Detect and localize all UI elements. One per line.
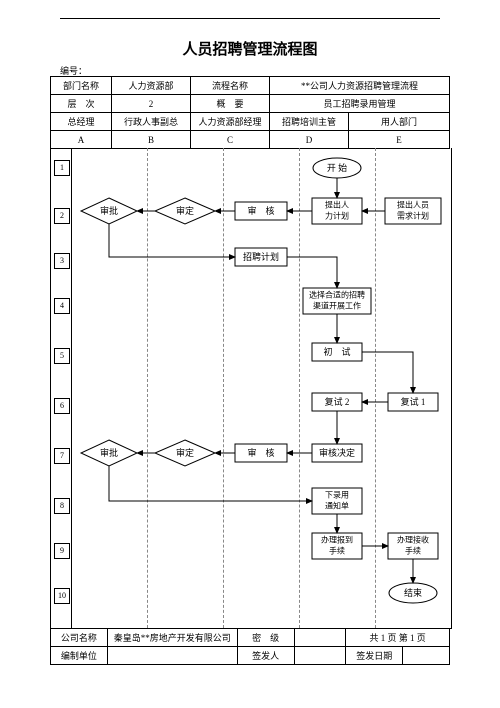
svg-text:审定: 审定 xyxy=(176,447,194,458)
page: 人员招聘管理流程图 编号： 部门名称 人力资源部 流程名称 **公司人力资源招聘… xyxy=(0,0,500,708)
svg-text:通知单: 通知单 xyxy=(325,501,349,511)
lane-letter: E xyxy=(349,131,450,149)
row-num: 7 xyxy=(54,448,70,464)
row-num: 6 xyxy=(54,398,70,414)
svg-text:复试 1: 复试 1 xyxy=(401,396,426,407)
footer-table: 公司名称 秦皇岛**房地产开发有限公司 密 级 共 1 页 第 1 页 编制单位… xyxy=(50,628,450,665)
ftr-cell: 签发日期 xyxy=(346,647,403,665)
ftr-cell: 秦皇岛**房地产开发有限公司 xyxy=(107,629,237,647)
row-number-col: 1 2 3 4 5 6 7 8 9 10 xyxy=(51,148,72,628)
svg-text:力计划: 力计划 xyxy=(325,211,349,221)
hdr-cell: **公司人力资源招聘管理流程 xyxy=(270,77,450,95)
svg-text:招聘计划: 招聘计划 xyxy=(243,251,279,262)
ftr-cell: 公司名称 xyxy=(51,629,108,647)
ftr-cell: 编制单位 xyxy=(51,647,108,665)
header-table: 部门名称 人力资源部 流程名称 **公司人力资源招聘管理流程 层 次 2 概 要… xyxy=(50,76,450,149)
ftr-cell: 签发人 xyxy=(237,647,294,665)
row-num: 5 xyxy=(54,348,70,364)
row-num: 8 xyxy=(54,498,70,514)
svg-text:下录用: 下录用 xyxy=(325,491,349,500)
swimlane-area: 1 2 3 4 5 6 7 8 9 10 开 始 xyxy=(50,148,452,629)
row-num: 3 xyxy=(54,253,70,269)
row-num: 4 xyxy=(54,298,70,314)
svg-text:手续: 手续 xyxy=(329,546,345,556)
svg-text:需求计划: 需求计划 xyxy=(397,211,429,221)
ftr-cell xyxy=(107,647,237,665)
svg-text:结束: 结束 xyxy=(404,587,422,598)
svg-text:提出人员: 提出人员 xyxy=(397,200,429,210)
svg-text:复试 2: 复试 2 xyxy=(325,396,350,407)
svg-text:选择合适的招聘: 选择合适的招聘 xyxy=(309,290,365,300)
svg-text:审 核: 审 核 xyxy=(247,205,274,216)
svg-text:办理接收: 办理接收 xyxy=(397,535,429,545)
svg-text:审批: 审批 xyxy=(100,205,118,216)
svg-text:审定: 审定 xyxy=(176,205,194,216)
row-num: 9 xyxy=(54,543,70,559)
hdr-cell: 人力资源部 xyxy=(112,77,191,95)
lane-hdr: 总经理 xyxy=(51,113,112,131)
ftr-cell: 密 级 xyxy=(237,629,294,647)
svg-text:手续: 手续 xyxy=(405,546,421,556)
ftr-cell xyxy=(294,629,346,647)
doc-title: 人员招聘管理流程图 xyxy=(0,38,500,59)
lane-letter: C xyxy=(191,131,270,149)
svg-text:渠道开展工作: 渠道开展工作 xyxy=(313,301,361,311)
hdr-cell: 员工招聘录用管理 xyxy=(270,95,450,113)
svg-text:审批: 审批 xyxy=(100,447,118,458)
svg-text:办理报到: 办理报到 xyxy=(321,535,353,545)
svg-text:审核决定: 审核决定 xyxy=(319,447,355,458)
hdr-cell: 2 xyxy=(112,95,191,113)
row-num: 1 xyxy=(54,160,70,176)
svg-text:审 核: 审 核 xyxy=(247,447,274,458)
row-num: 10 xyxy=(54,588,70,604)
top-rule xyxy=(60,18,440,19)
lane-letter: B xyxy=(112,131,191,149)
ftr-cell: 共 1 页 第 1 页 xyxy=(346,629,450,647)
ftr-cell xyxy=(294,647,346,665)
lane-hdr: 行政人事副总 xyxy=(112,113,191,131)
hdr-cell: 部门名称 xyxy=(51,77,112,95)
lane-hdr: 人力资源部经理 xyxy=(191,113,270,131)
ftr-cell xyxy=(403,647,450,665)
row-num: 2 xyxy=(54,208,70,224)
svg-text:提出人: 提出人 xyxy=(325,200,349,210)
hdr-cell: 概 要 xyxy=(191,95,270,113)
lane-hdr: 招聘培训主管 xyxy=(270,113,349,131)
hdr-cell: 层 次 xyxy=(51,95,112,113)
lane-letter: A xyxy=(51,131,112,149)
flowchart-svg: 开 始 提出人 力计划 提出人员 需求计划 审 核 审定 审批 招聘计划 选择合… xyxy=(71,148,451,628)
hdr-cell: 流程名称 xyxy=(191,77,270,95)
svg-text:初 试: 初 试 xyxy=(323,346,350,357)
lane-hdr: 用人部门 xyxy=(349,113,450,131)
lane-letter: D xyxy=(270,131,349,149)
start-label: 开 始 xyxy=(327,162,347,173)
